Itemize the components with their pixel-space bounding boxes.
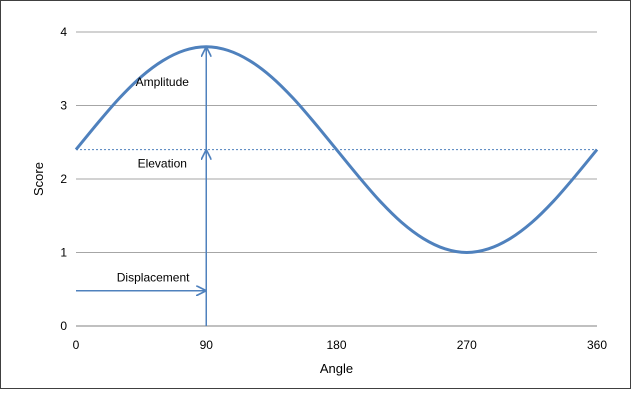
x-axis-title: Angle bbox=[320, 361, 353, 376]
y-axis-title: Score bbox=[31, 162, 46, 196]
elevation-label: Elevation bbox=[138, 157, 187, 171]
amplitude-label: Amplitude bbox=[136, 75, 190, 89]
gridlines bbox=[76, 31, 597, 253]
x-tick-labels: 0 90 180 270 360 bbox=[73, 338, 608, 352]
series-line bbox=[74, 45, 599, 255]
annotations: Amplitude Elevation Displacement bbox=[76, 48, 206, 326]
y-tick-label-1: 1 bbox=[60, 246, 67, 260]
y-tick-labels: 0 1 2 3 4 bbox=[60, 25, 67, 333]
x-tick-label-90: 90 bbox=[200, 338, 214, 352]
x-tick-label-0: 0 bbox=[73, 338, 80, 352]
displacement-label: Displacement bbox=[117, 271, 190, 285]
x-tick-label-360: 360 bbox=[587, 338, 607, 352]
x-tick-label-180: 180 bbox=[326, 338, 346, 352]
y-tick-label-0: 0 bbox=[60, 319, 67, 333]
y-tick-label-4: 4 bbox=[60, 25, 67, 39]
y-tick-label-2: 2 bbox=[60, 172, 67, 186]
x-tick-label-270: 270 bbox=[457, 338, 477, 352]
y-tick-label-3: 3 bbox=[60, 99, 67, 113]
